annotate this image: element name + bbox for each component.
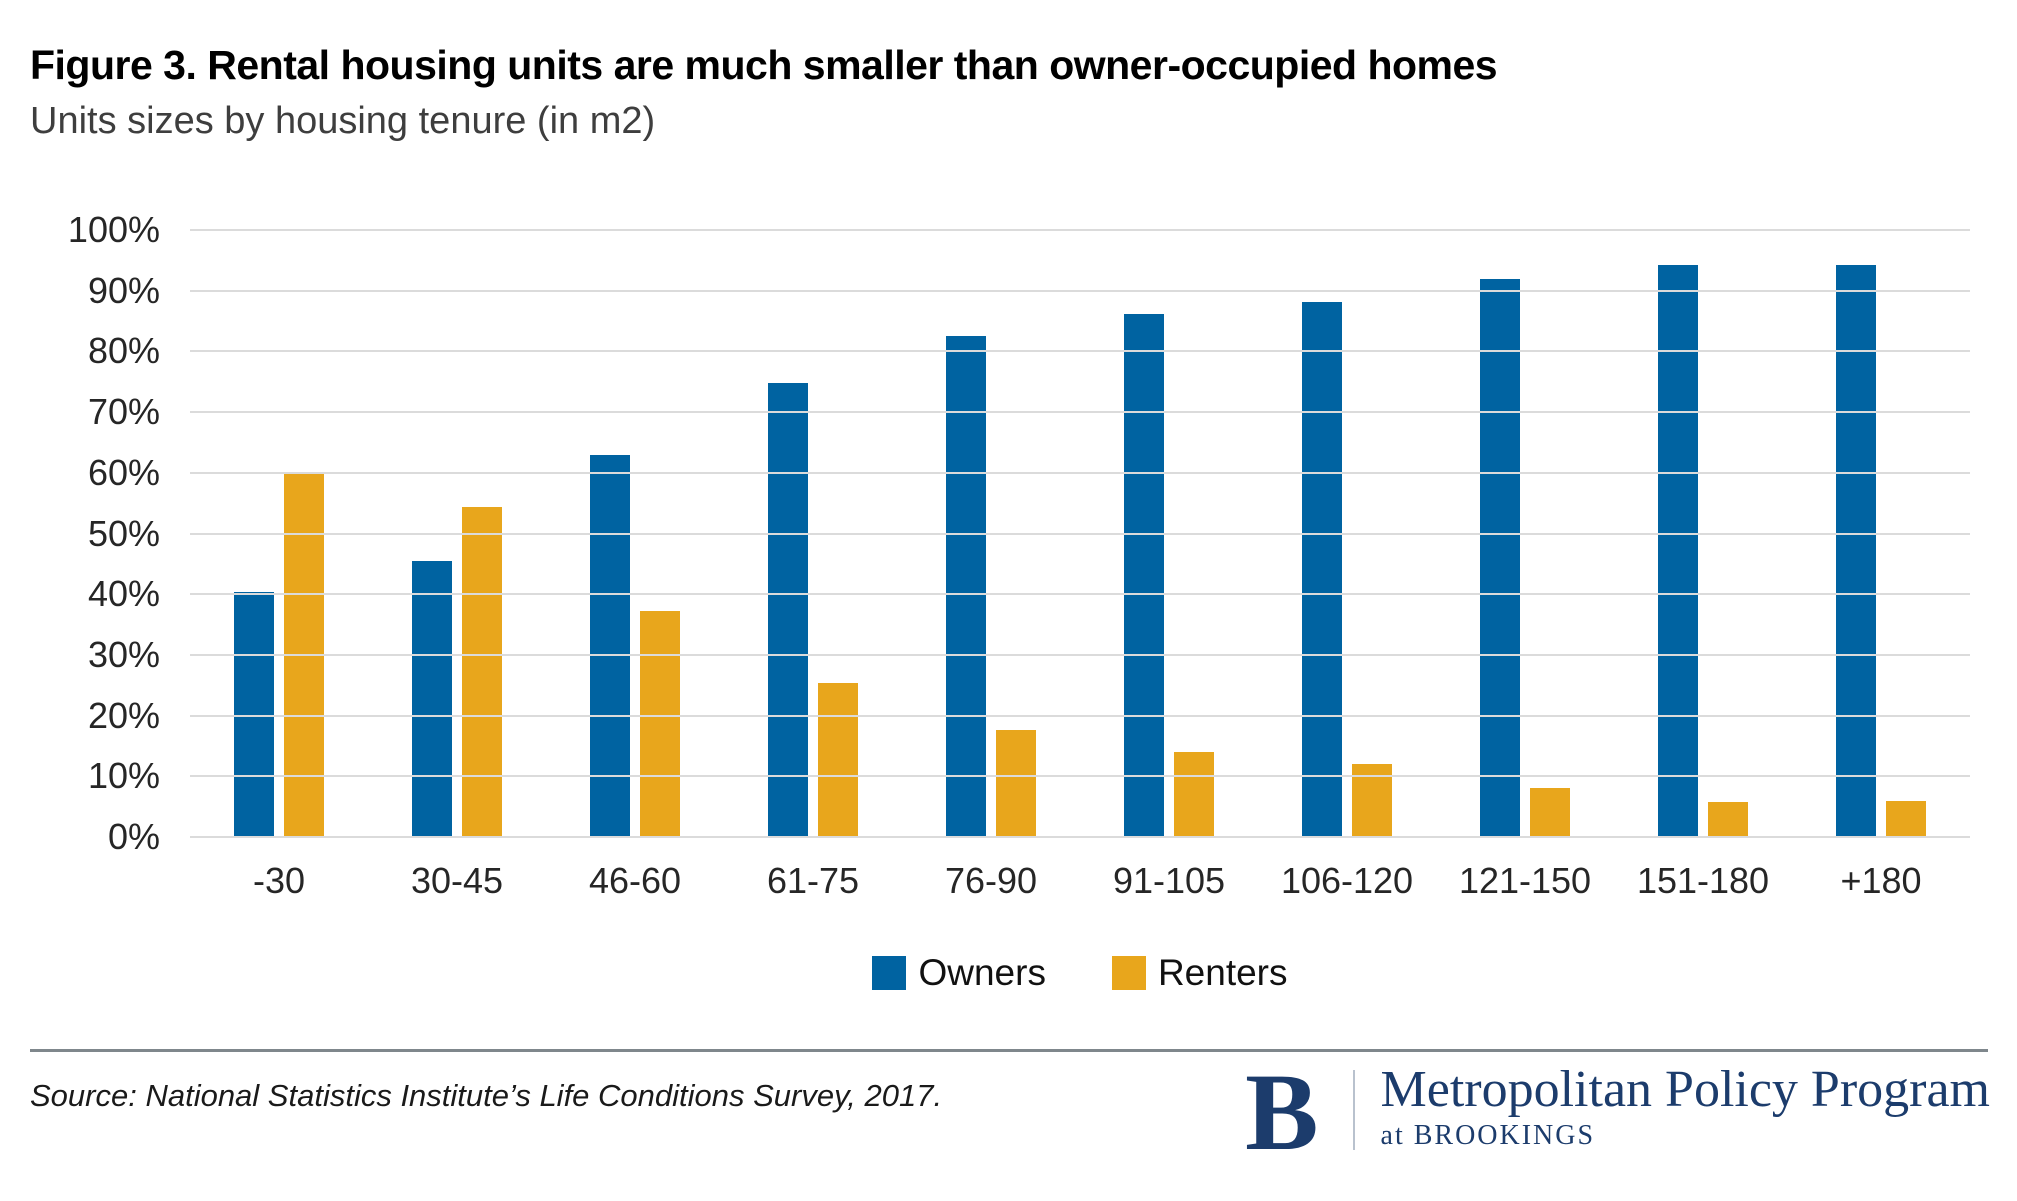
bar-group-+180 — [1792, 230, 1970, 837]
y-tick-label: 10% — [87, 755, 160, 797]
gridline — [190, 411, 1970, 414]
renters-bar — [996, 730, 1036, 837]
owners-bar — [412, 560, 452, 837]
logo-divider — [1352, 1070, 1355, 1150]
owners-bar — [768, 382, 808, 837]
bar-group-61-75 — [724, 230, 902, 837]
gridline — [190, 471, 1970, 474]
y-tick-label: 60% — [87, 451, 160, 493]
gridline — [190, 289, 1970, 292]
x-tick-label: 106-120 — [1280, 860, 1414, 901]
y-axis: 100% 90% 80% 70% 60% 50% 40% 30% 20% 10% 0% — [0, 0, 160, 1201]
gridline — [190, 532, 1970, 535]
y-tick-label: 80% — [87, 330, 160, 372]
x-tick-label: -30 — [252, 860, 306, 901]
x-tick-label: 121-150 — [1458, 860, 1592, 901]
source-note: Source: National Statistics Institute’s … — [30, 1078, 943, 1113]
owners-bar — [1658, 265, 1698, 837]
owners-bar — [590, 454, 630, 837]
legend-label: Owners — [918, 952, 1046, 993]
x-tick-label: 30-45 — [410, 860, 504, 901]
footer-divider — [30, 1049, 1988, 1052]
gridline — [190, 593, 1970, 596]
bar-group-91-105 — [1080, 230, 1258, 837]
logo-text-block: Metropolitan Policy Program at BROOKINGS — [1381, 1062, 1990, 1152]
renters-bar — [1174, 752, 1214, 837]
legend-swatch — [1111, 956, 1146, 990]
owners-bar — [1124, 313, 1164, 837]
gridline — [190, 350, 1970, 353]
x-tick-label: 151-180 — [1636, 860, 1770, 901]
gridline — [190, 775, 1970, 778]
bar-group-151-180 — [1614, 230, 1792, 837]
legend-label: Renters — [1157, 952, 1288, 993]
legend-item-renters: Renters — [1111, 952, 1288, 994]
renters-bar — [640, 611, 680, 837]
y-tick-label: 70% — [87, 391, 160, 433]
x-tick-label: 46-60 — [588, 860, 682, 901]
brookings-b-letter: B — [1245, 1051, 1319, 1173]
owners-bar — [1836, 265, 1876, 837]
gridline — [190, 653, 1970, 656]
y-tick-label: 50% — [87, 512, 160, 554]
y-tick-label: 0% — [107, 816, 160, 857]
gridline — [190, 229, 1970, 231]
y-tick-label: 40% — [87, 573, 160, 615]
x-tick-label: 91-105 — [1112, 860, 1226, 901]
x-tick-label: 76-90 — [944, 860, 1038, 901]
x-axis: -30 30-45 46-60 61-75 76-90 91-105 106-120 121-… — [190, 860, 1970, 902]
renters-bar — [1708, 802, 1748, 837]
y-tick-label: 20% — [87, 694, 160, 736]
renters-bar — [1530, 788, 1570, 837]
figure-title: Figure 3. Rental housing units are much … — [30, 42, 1498, 88]
owners-bar — [946, 336, 986, 837]
x-tick-label: 61-75 — [766, 860, 860, 901]
brookings-logo: B Metropolitan Policy Program at BROOKIN… — [1245, 1051, 1990, 1173]
x-tick-label: +180 — [1840, 860, 1922, 901]
y-tick-label: 30% — [87, 633, 160, 675]
logo-program-name: Metropolitan Policy Program — [1380, 1061, 1990, 1118]
renters-bar — [1886, 801, 1926, 837]
gridline — [190, 836, 1970, 838]
bar-group-46-60 — [546, 230, 724, 837]
gridline — [190, 714, 1970, 717]
legend-item-owners: Owners — [872, 952, 1046, 994]
logo-sub-name: at BROOKINGS — [1380, 1120, 1596, 1151]
owners-bar — [1302, 301, 1342, 837]
figure-subtitle: Units sizes by housing tenure (in m2) — [30, 100, 656, 142]
bar-group-121-150 — [1436, 230, 1614, 837]
bar-group-30-45 — [368, 230, 546, 837]
chart-legend: Owners Renters — [190, 952, 1970, 994]
plot-area — [190, 229, 1970, 838]
owners-bar — [1480, 278, 1520, 837]
legend-swatch — [872, 956, 907, 990]
renters-bar — [818, 683, 858, 837]
renters-bar — [462, 507, 502, 837]
bar-group-106-120 — [1258, 230, 1436, 837]
bar-group-76-90 — [902, 230, 1080, 837]
y-tick-label: 90% — [87, 269, 160, 311]
y-tick-label: 100% — [67, 209, 160, 250]
